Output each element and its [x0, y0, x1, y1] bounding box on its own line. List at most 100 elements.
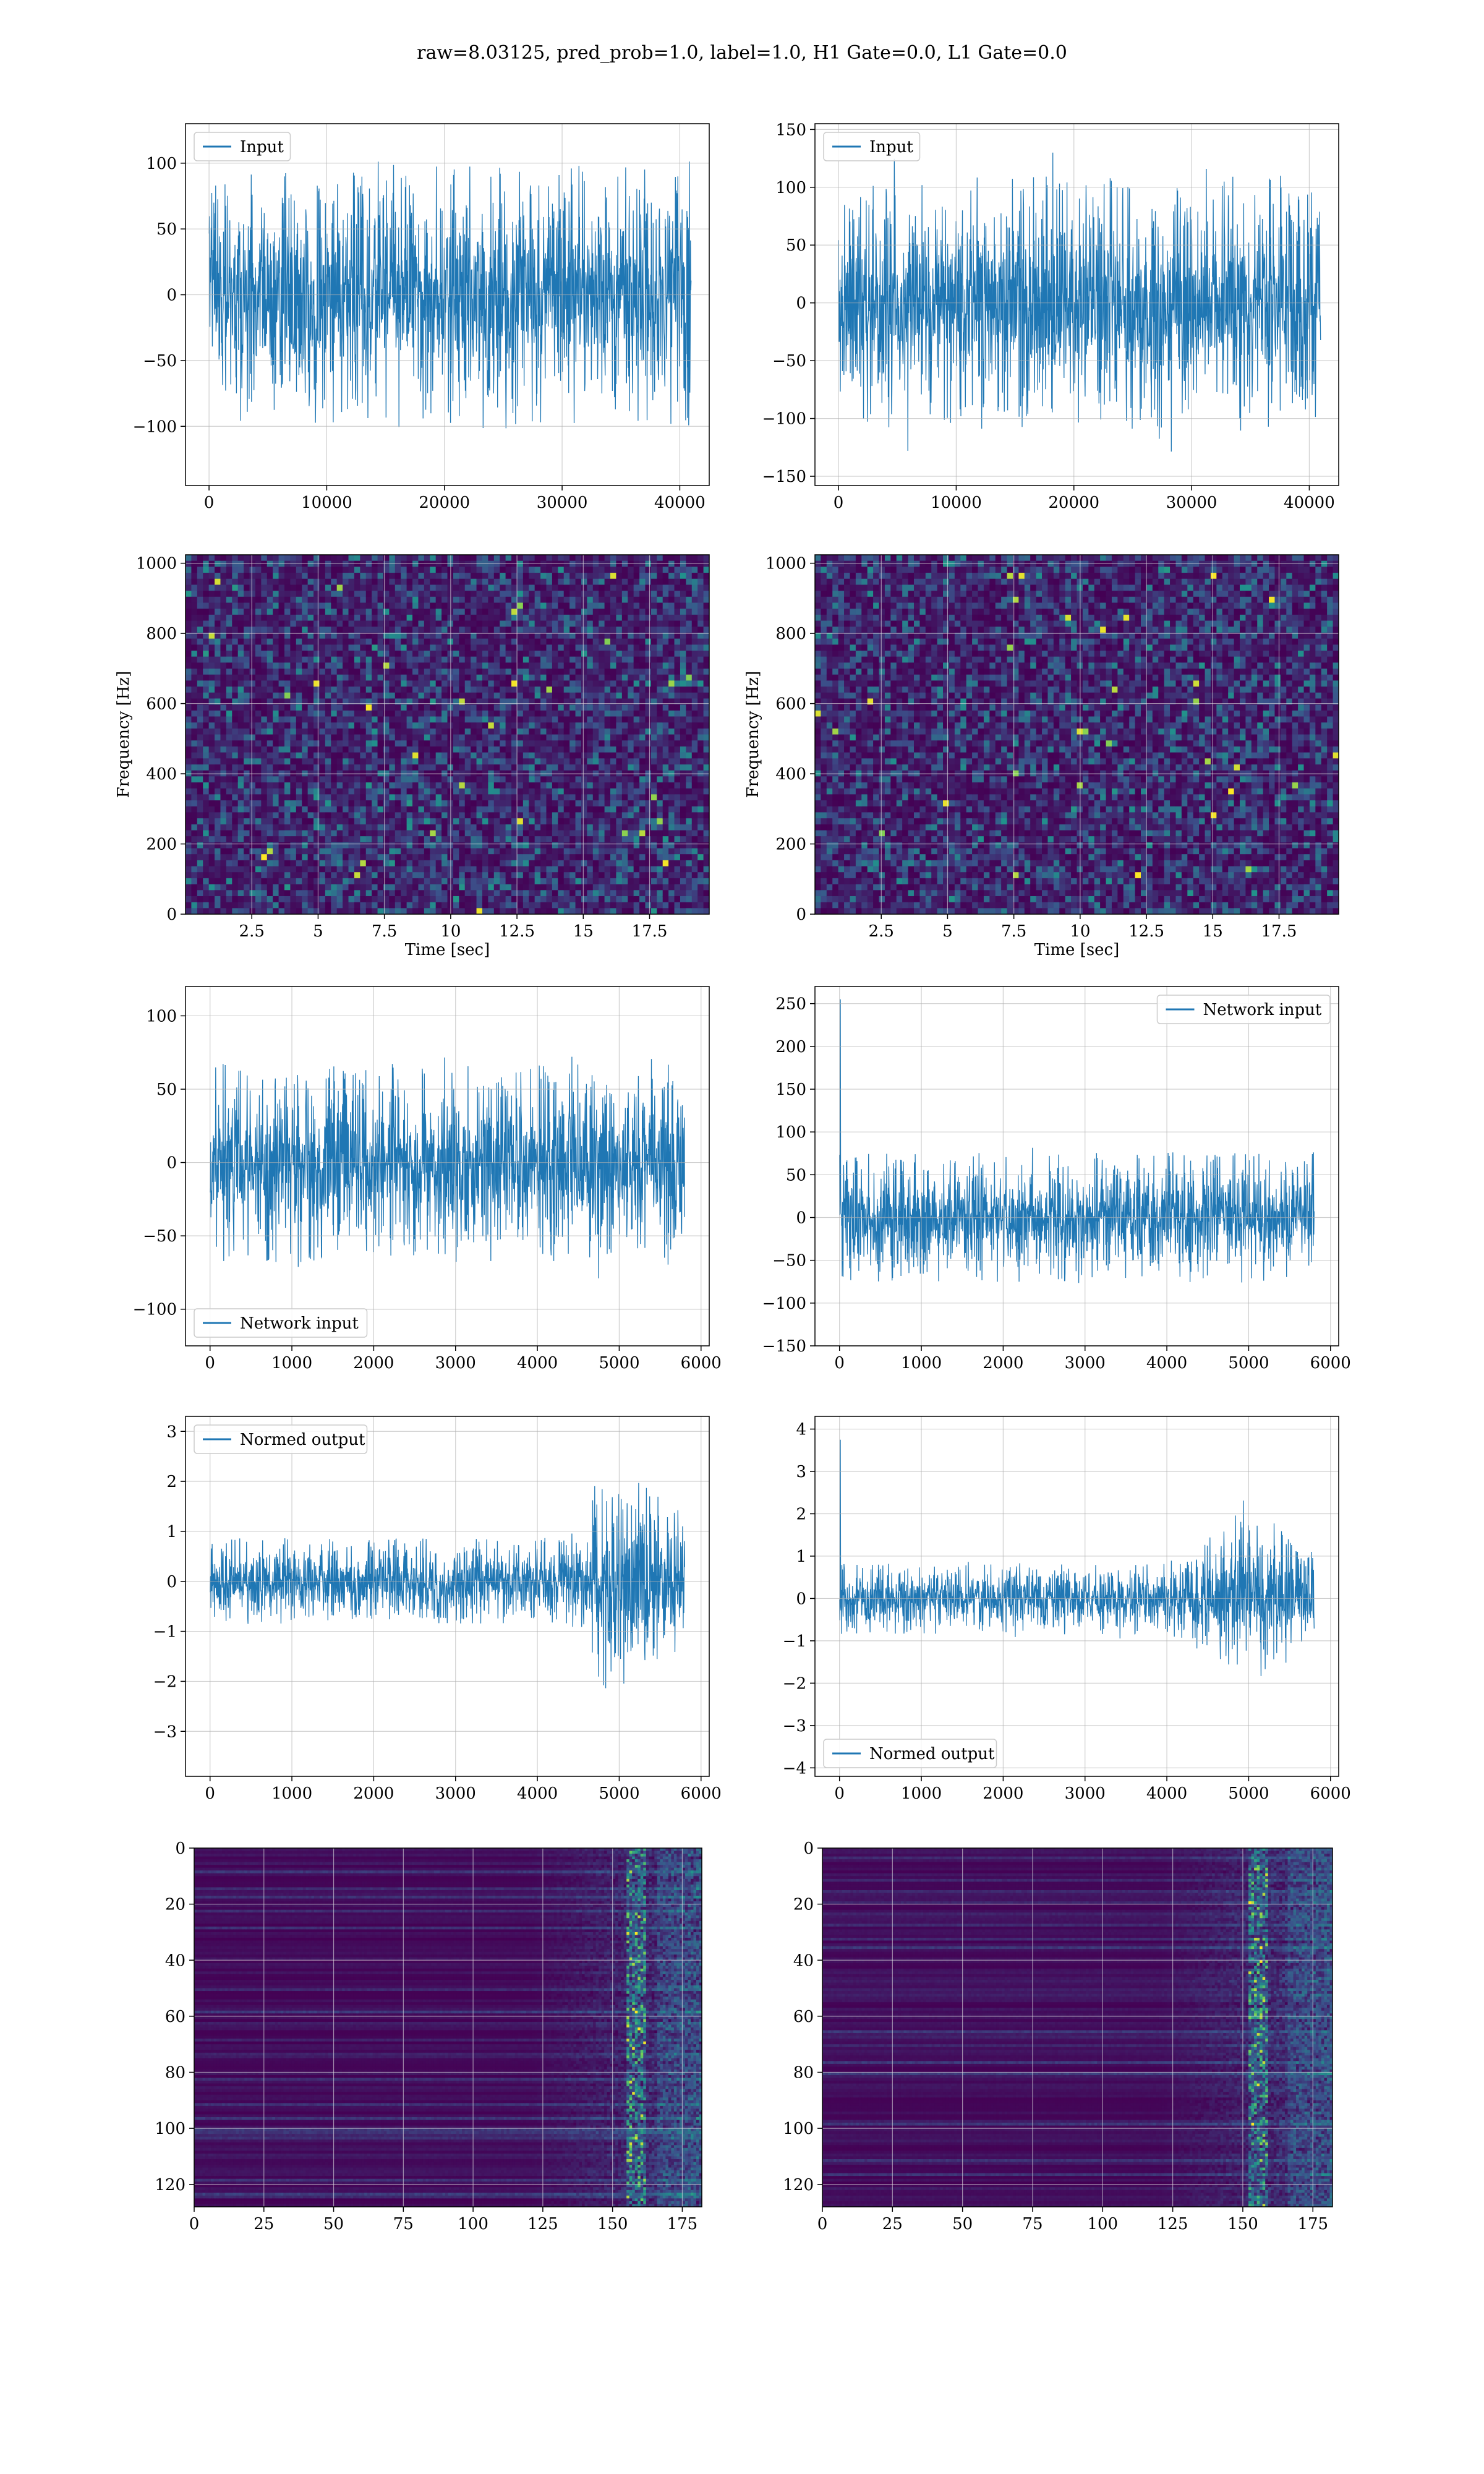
y-tick-label: 0: [166, 1154, 177, 1173]
x-tick-label: 15: [573, 922, 594, 941]
y-tick-label: −50: [143, 352, 177, 370]
x-tick-label: 10: [1070, 922, 1090, 941]
chart-panel-network-input-right: 0 1000 2000 3000 4000 5000 6000 −150 −100 −50 0 50 1…: [762, 986, 1351, 1372]
chart-panel-feature-map-left: 0 25 50 75 100 125 150 175 0 20 40 60 80 100 120: [155, 1839, 702, 2233]
x-tick-label: 2000: [353, 1354, 394, 1372]
y-tick-label: −150: [762, 468, 806, 486]
legend: Input: [194, 132, 291, 161]
y-tick-label: 2: [166, 1473, 177, 1491]
x-tick-label: 17.5: [1261, 922, 1297, 941]
y-tick-label: 0: [166, 1573, 177, 1591]
y-tick-label: 100: [155, 2120, 186, 2138]
x-tick-label: 5000: [1228, 1784, 1269, 1803]
x-tick-label: 1000: [271, 1784, 312, 1803]
y-tick-label: 1000: [136, 555, 177, 573]
x-tick-label: 10000: [301, 494, 352, 512]
legend-label: Input: [240, 138, 284, 156]
series-line: [210, 1056, 685, 1278]
x-tick-label: 12.5: [1128, 922, 1164, 941]
y-tick-label: 4: [796, 1421, 806, 1439]
x-tick-label: 1000: [271, 1354, 312, 1372]
y-tick-label: 200: [146, 836, 177, 854]
series-line: [210, 1483, 685, 1689]
y-tick-label: −2: [153, 1672, 177, 1691]
axes-frame: [814, 123, 1339, 486]
x-tick-label: 75: [1022, 2215, 1043, 2233]
x-tick-label: 40000: [654, 494, 706, 512]
x-tick-label: 10000: [931, 494, 982, 512]
x-tick-label: 0: [834, 1354, 845, 1372]
chart-panel-feature-map-right: 0 25 50 75 100 125 150 175 0 20 40 60 80 100 120: [783, 1839, 1333, 2233]
y-tick-label: 100: [783, 2120, 814, 2138]
x-tick-label: 12.5: [499, 922, 535, 941]
y-tick-label: 60: [165, 2008, 186, 2026]
x-tick-label: 0: [834, 494, 844, 512]
y-tick-label: 80: [793, 2064, 814, 2082]
x-tick-label: 30000: [537, 494, 588, 512]
x-tick-label: 20000: [1048, 494, 1099, 512]
chart-panel-normed-output-right: 0 1000 2000 3000 4000 5000 6000 −4 −3 −2 −1 0 1 2 3 4 No…: [783, 1416, 1351, 1803]
y-tick-label: 800: [775, 625, 806, 643]
x-tick-label: 7.5: [372, 922, 397, 941]
y-tick-label: 400: [146, 765, 177, 784]
axes-frame: [814, 554, 1339, 915]
y-tick-label: 80: [165, 2064, 186, 2082]
plot-area: [186, 987, 709, 1346]
y-tick-label: 60: [793, 2008, 814, 2026]
legend-label: Network input: [1203, 1001, 1322, 1019]
legend-label: Normed output: [869, 1745, 995, 1763]
axes-frame: [185, 554, 710, 915]
legend-label: Normed output: [240, 1431, 365, 1449]
y-tick-label: −3: [153, 1723, 177, 1741]
legend-label: Network input: [240, 1314, 359, 1333]
plot-area: [186, 1416, 709, 1776]
y-tick-label: −50: [772, 1252, 806, 1270]
x-tick-label: 2.5: [239, 922, 265, 941]
legend: Normed output: [194, 1424, 368, 1454]
y-tick-label: 250: [775, 995, 806, 1014]
y-tick-label: 20: [165, 1896, 186, 1914]
x-tick-label: 2000: [983, 1354, 1023, 1372]
y-tick-label: 20: [793, 1896, 814, 1914]
x-tick-label: 5: [313, 922, 323, 941]
y-tick-label: −3: [783, 1717, 806, 1736]
y-tick-label: 40: [165, 1951, 186, 1970]
x-tick-label: 4000: [517, 1354, 558, 1372]
x-tick-label: 17.5: [632, 922, 668, 941]
y-tick-label: 120: [155, 2176, 186, 2194]
chart-panel-input-right: 0 10000 20000 30000 40000 −150 −100 −50 0 50 100 15…: [762, 121, 1339, 512]
chart-panel-input-left: 0 10000 20000 30000 40000 −100 −50 0 50 100 Input: [133, 123, 710, 512]
axes-frame: [822, 1847, 1333, 2207]
x-tick-label: 6000: [681, 1784, 722, 1803]
x-tick-label: 7.5: [1001, 922, 1026, 941]
x-tick-label: 150: [1227, 2215, 1258, 2233]
x-tick-label: 100: [1087, 2215, 1118, 2233]
plot-area: [194, 1848, 702, 2207]
y-tick-label: −100: [762, 1295, 806, 1313]
y-tick-label: 100: [775, 1123, 806, 1142]
y-tick-label: 50: [156, 220, 177, 239]
y-tick-label: 150: [775, 1081, 806, 1099]
y-tick-label: −100: [133, 1301, 177, 1319]
y-tick-label: 100: [775, 179, 806, 197]
axes-frame: [185, 1416, 710, 1777]
chart-panel-spectrogram-right: 2.5 5 7.5 10 12.5 15 17.5 0 200 400 600 800 1000 Time…: [744, 554, 1339, 959]
axes-frame: [814, 986, 1339, 1346]
x-tick-label: 6000: [681, 1354, 722, 1372]
axes-frame: [185, 986, 710, 1346]
x-tick-label: 2000: [983, 1784, 1023, 1803]
y-tick-label: 600: [146, 695, 177, 714]
y-tick-label: 2: [796, 1505, 806, 1523]
x-tick-label: 4000: [1146, 1354, 1187, 1372]
x-tick-label: 6000: [1310, 1354, 1351, 1372]
y-tick-label: 1000: [765, 555, 806, 573]
axes-frame: [814, 1416, 1339, 1777]
y-tick-label: 800: [146, 625, 177, 643]
y-tick-label: 400: [775, 765, 806, 784]
x-tick-label: 40000: [1284, 494, 1335, 512]
x-tick-label: 30000: [1166, 494, 1217, 512]
x-tick-label: 3000: [435, 1354, 476, 1372]
x-tick-label: 2000: [353, 1784, 394, 1803]
x-tick-label: 3000: [1065, 1784, 1106, 1803]
